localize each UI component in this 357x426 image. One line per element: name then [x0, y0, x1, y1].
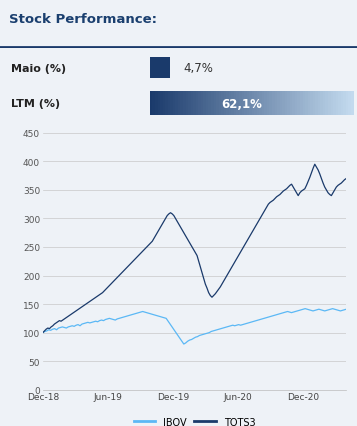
Bar	[257, 92, 260, 116]
Bar	[292, 92, 295, 116]
Bar	[338, 92, 341, 116]
Bar	[221, 92, 224, 116]
Bar	[326, 92, 328, 116]
Bar	[343, 92, 346, 116]
Bar	[242, 92, 245, 116]
Bar	[188, 92, 191, 116]
Bar	[318, 92, 321, 116]
Bar	[163, 92, 166, 116]
Bar	[231, 92, 234, 116]
Bar	[152, 92, 155, 116]
Text: LTM (%): LTM (%)	[11, 99, 60, 109]
Bar	[300, 92, 303, 116]
Bar	[290, 92, 293, 116]
Bar	[270, 92, 272, 116]
Bar	[239, 92, 242, 116]
Bar	[175, 92, 178, 116]
Bar	[216, 92, 219, 116]
Bar	[191, 92, 193, 116]
Bar	[213, 92, 216, 116]
Bar	[277, 92, 280, 116]
Bar	[196, 92, 198, 116]
Bar	[259, 92, 262, 116]
Bar	[297, 92, 300, 116]
Bar	[272, 92, 275, 116]
Bar	[150, 58, 170, 79]
Bar	[226, 92, 229, 116]
Bar	[218, 92, 221, 116]
Bar	[336, 92, 338, 116]
Bar	[193, 92, 196, 116]
Bar	[303, 92, 306, 116]
Text: Maio (%): Maio (%)	[11, 63, 66, 73]
Bar	[180, 92, 183, 116]
Bar	[183, 92, 186, 116]
Bar	[295, 92, 298, 116]
Bar	[229, 92, 232, 116]
Bar	[249, 92, 252, 116]
Bar	[247, 92, 250, 116]
Bar	[328, 92, 331, 116]
Bar	[285, 92, 288, 116]
Text: 62,1%: 62,1%	[221, 98, 262, 111]
Bar	[236, 92, 239, 116]
Bar	[157, 92, 160, 116]
Bar	[310, 92, 313, 116]
Bar	[315, 92, 318, 116]
Bar	[173, 92, 176, 116]
Bar	[320, 92, 323, 116]
Bar	[282, 92, 285, 116]
Bar	[341, 92, 343, 116]
Legend: IBOV, TOTS3: IBOV, TOTS3	[130, 413, 259, 426]
Bar	[165, 92, 168, 116]
Bar	[252, 92, 255, 116]
Bar	[346, 92, 349, 116]
Bar	[208, 92, 211, 116]
Bar	[186, 92, 188, 116]
Bar	[211, 92, 214, 116]
Bar	[262, 92, 265, 116]
Text: 4,7%: 4,7%	[184, 62, 214, 75]
Bar	[333, 92, 336, 116]
Bar	[254, 92, 257, 116]
Text: Stock Performance:: Stock Performance:	[9, 13, 157, 26]
Bar	[224, 92, 227, 116]
Bar	[305, 92, 308, 116]
Bar	[206, 92, 209, 116]
Bar	[313, 92, 316, 116]
Bar	[178, 92, 181, 116]
Bar	[203, 92, 206, 116]
Bar	[168, 92, 171, 116]
Bar	[280, 92, 283, 116]
Bar	[265, 92, 267, 116]
Bar	[150, 92, 153, 116]
Bar	[275, 92, 277, 116]
Bar	[170, 92, 173, 116]
Bar	[244, 92, 247, 116]
Bar	[351, 92, 354, 116]
Bar	[308, 92, 311, 116]
Bar	[348, 92, 351, 116]
Bar	[267, 92, 270, 116]
Bar	[234, 92, 237, 116]
Bar	[287, 92, 290, 116]
Bar	[160, 92, 163, 116]
Bar	[323, 92, 326, 116]
Bar	[155, 92, 158, 116]
Bar	[331, 92, 333, 116]
Bar	[201, 92, 204, 116]
Bar	[198, 92, 201, 116]
